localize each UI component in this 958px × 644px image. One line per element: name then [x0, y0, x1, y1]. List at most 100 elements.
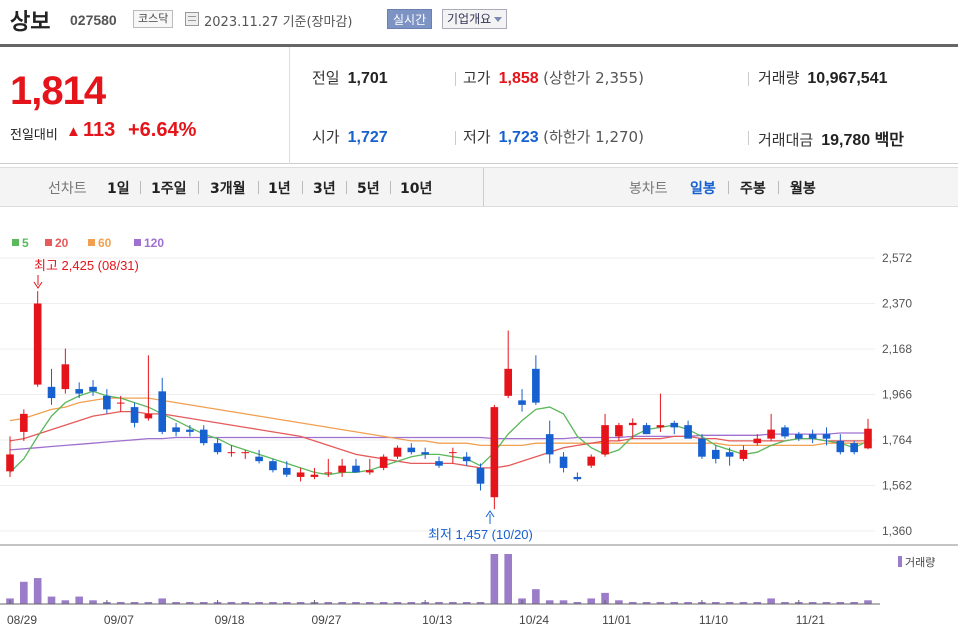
volume-bar: [75, 596, 83, 604]
volume-bar: [158, 598, 167, 604]
period-separator: [390, 181, 391, 194]
candle-up: [20, 413, 28, 432]
ma60-legend-swatch: [88, 239, 95, 246]
period-3y[interactable]: 3년: [313, 181, 336, 197]
volume-bar: [781, 602, 789, 604]
stat-divider: [455, 72, 456, 86]
candle-daily[interactable]: 일봉: [690, 181, 716, 197]
candle-weekly[interactable]: 주봉: [740, 181, 766, 197]
volume-bar: [144, 602, 153, 604]
amount-label: 거래대금: [758, 131, 814, 149]
current-price-box: 1,814 전일대비 ▲ 113 +6.64%: [0, 47, 290, 164]
volume-bar: [476, 602, 485, 604]
volume-legend-label: 거래량: [905, 556, 935, 569]
period-1w[interactable]: 1주일: [151, 181, 187, 197]
period-bar: 선차트 1일 1주일 3개월 1년 3년 5년 10년 봉차트 일봉 주봉 월봉: [0, 167, 958, 207]
volume-bar: [808, 602, 817, 604]
volume-bar: [393, 602, 402, 604]
candle-up: [6, 454, 14, 472]
candle-up: [504, 368, 512, 396]
candle-down: [462, 456, 471, 462]
stat-prev-close: 전일 1,701: [312, 67, 388, 88]
stat-volume: 거래량 10,967,541: [758, 67, 887, 88]
volume-bar: [615, 600, 623, 604]
candle-down: [698, 438, 706, 457]
ma20-legend-label: 20: [55, 236, 69, 250]
candle-down: [269, 461, 277, 471]
price-tick-label: 2,168: [882, 342, 912, 356]
stock-header: 상보 027580 코스닥 2023.11.27 기준(장마감) 실시간 기업개…: [0, 0, 958, 40]
ma20-legend-swatch: [45, 239, 52, 246]
ma60-line: [9, 397, 868, 447]
period-separator: [778, 181, 779, 194]
candle-down: [130, 407, 139, 423]
candle-up: [739, 449, 748, 459]
volume-bar: [89, 600, 97, 604]
volume-bar: [836, 602, 845, 604]
volume-bar: [725, 602, 734, 604]
period-1y[interactable]: 1년: [268, 181, 291, 197]
amount-value: 19,780 백만: [821, 132, 905, 149]
candle-down: [836, 440, 845, 453]
volume-value: 10,967,541: [807, 70, 888, 87]
high-value: 1,858: [498, 70, 539, 87]
change-label: 전일대비: [10, 128, 58, 143]
volume-bar: [282, 602, 291, 604]
volume-bar: [255, 602, 263, 604]
volume-bar: [684, 602, 692, 604]
volume-bar: [711, 602, 720, 604]
period-separator: [728, 181, 729, 194]
candle-down: [47, 386, 56, 399]
ma120-legend-swatch: [134, 239, 141, 246]
candlesticks: [6, 291, 872, 510]
volume-bars: [6, 554, 872, 604]
min-price-annotation: 최저 1,457 (10/20): [428, 527, 533, 542]
volume-bar: [462, 602, 471, 604]
volume-bar: [559, 600, 568, 604]
candle-down: [545, 434, 554, 455]
candle-up: [767, 429, 775, 439]
stock-code: 027580: [70, 12, 117, 28]
candle-down: [89, 386, 97, 392]
candle-up: [241, 452, 250, 454]
volume-bar: [130, 602, 139, 604]
candle-down: [407, 447, 416, 453]
company-overview-dropdown[interactable]: 기업개요: [442, 9, 508, 29]
candle-up: [310, 474, 319, 477]
date-tick-label: 09/27: [311, 613, 341, 627]
period-10y[interactable]: 10년: [400, 181, 433, 197]
candle-up: [61, 364, 70, 390]
candle-up: [864, 428, 872, 449]
price-tick-label: 1,562: [882, 479, 912, 493]
candle-down: [186, 429, 194, 432]
volume-bar: [573, 602, 582, 604]
price-tick-label: 1,764: [882, 433, 912, 447]
candle-down: [476, 467, 485, 484]
open-label: 시가: [312, 128, 340, 146]
low-label: 저가: [463, 128, 491, 146]
period-5y[interactable]: 5년: [357, 181, 380, 197]
candle-monthly[interactable]: 월봉: [790, 181, 816, 197]
candle-down: [808, 434, 817, 439]
price-chart[interactable]: 5 20 60 120 2,572 2,370 2,168 1,966 1,764 1,5…: [0, 228, 958, 644]
volume-bar: [338, 602, 346, 604]
candle-down: [642, 425, 651, 435]
ma120-legend-label: 120: [144, 236, 164, 250]
period-separator: [302, 181, 303, 194]
volume-bar: [587, 598, 596, 604]
volume-bar: [532, 589, 540, 604]
volume-bar: [601, 592, 609, 604]
candle-down: [670, 422, 679, 428]
candle-up: [615, 425, 623, 437]
volume-bar: [324, 602, 333, 604]
up-arrow-icon: ▲: [66, 123, 81, 140]
period-1d[interactable]: 1일: [107, 181, 130, 197]
realtime-button[interactable]: 실시간: [387, 9, 433, 29]
change-value: 113: [83, 119, 116, 141]
period-3m[interactable]: 3개월: [210, 181, 246, 197]
candle-down: [711, 449, 720, 459]
volume-bar: [47, 596, 56, 604]
volume-bar: [241, 602, 250, 604]
volume-bar: [822, 602, 831, 604]
ma120-line: [9, 432, 868, 451]
